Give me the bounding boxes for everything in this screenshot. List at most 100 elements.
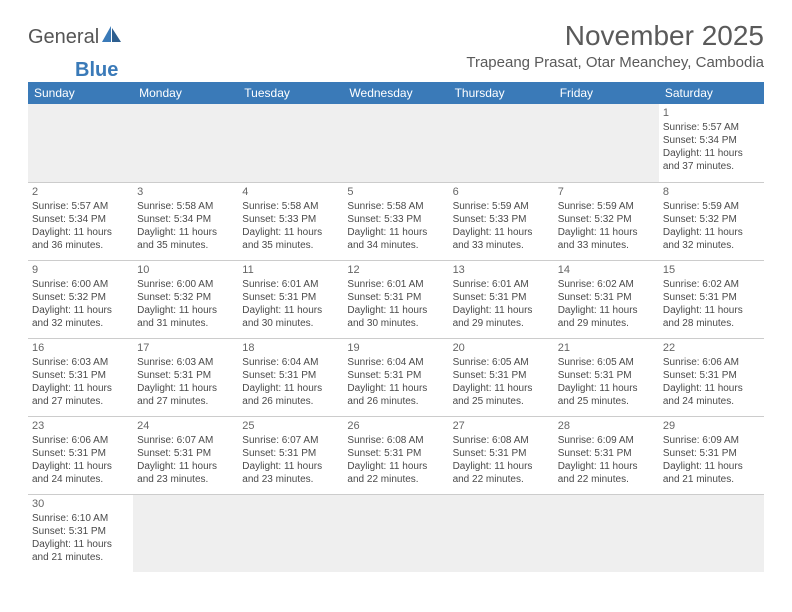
day-text: Sunrise: 6:03 AMSunset: 5:31 PMDaylight:…: [32, 356, 129, 408]
day-text: Sunrise: 6:07 AMSunset: 5:31 PMDaylight:…: [242, 434, 339, 486]
col-friday: Friday: [554, 82, 659, 104]
day-cell: 15Sunrise: 6:02 AMSunset: 5:31 PMDayligh…: [659, 260, 764, 338]
day-text: Sunrise: 6:08 AMSunset: 5:31 PMDaylight:…: [347, 434, 444, 486]
calendar-body: 1Sunrise: 5:57 AMSunset: 5:34 PMDaylight…: [28, 104, 764, 572]
week-row: 23Sunrise: 6:06 AMSunset: 5:31 PMDayligh…: [28, 416, 764, 494]
day-text: Sunrise: 5:59 AMSunset: 5:32 PMDaylight:…: [663, 200, 760, 252]
day-cell: 14Sunrise: 6:02 AMSunset: 5:31 PMDayligh…: [554, 260, 659, 338]
day-cell: 22Sunrise: 6:06 AMSunset: 5:31 PMDayligh…: [659, 338, 764, 416]
day-text: Sunrise: 6:07 AMSunset: 5:31 PMDaylight:…: [137, 434, 234, 486]
day-number: 7: [558, 185, 655, 199]
col-wednesday: Wednesday: [343, 82, 448, 104]
logo-text-blue: Blue: [75, 59, 792, 82]
empty-cell: [133, 494, 238, 572]
day-number: 22: [663, 341, 760, 355]
day-cell: 4Sunrise: 5:58 AMSunset: 5:33 PMDaylight…: [238, 182, 343, 260]
day-cell: 23Sunrise: 6:06 AMSunset: 5:31 PMDayligh…: [28, 416, 133, 494]
day-cell: 21Sunrise: 6:05 AMSunset: 5:31 PMDayligh…: [554, 338, 659, 416]
day-cell: 27Sunrise: 6:08 AMSunset: 5:31 PMDayligh…: [449, 416, 554, 494]
day-cell: 13Sunrise: 6:01 AMSunset: 5:31 PMDayligh…: [449, 260, 554, 338]
day-cell: 30Sunrise: 6:10 AMSunset: 5:31 PMDayligh…: [28, 494, 133, 572]
day-cell: 26Sunrise: 6:08 AMSunset: 5:31 PMDayligh…: [343, 416, 448, 494]
day-number: 13: [453, 263, 550, 277]
day-text: Sunrise: 6:01 AMSunset: 5:31 PMDaylight:…: [242, 278, 339, 330]
day-text: Sunrise: 6:00 AMSunset: 5:32 PMDaylight:…: [32, 278, 129, 330]
day-number: 29: [663, 419, 760, 433]
day-number: 1: [663, 106, 760, 120]
logo-text-general: General: [28, 26, 99, 49]
day-text: Sunrise: 6:09 AMSunset: 5:31 PMDaylight:…: [663, 434, 760, 486]
day-number: 5: [347, 185, 444, 199]
day-number: 28: [558, 419, 655, 433]
day-cell: 18Sunrise: 6:04 AMSunset: 5:31 PMDayligh…: [238, 338, 343, 416]
day-cell: 25Sunrise: 6:07 AMSunset: 5:31 PMDayligh…: [238, 416, 343, 494]
day-text: Sunrise: 6:08 AMSunset: 5:31 PMDaylight:…: [453, 434, 550, 486]
calendar-table: Sunday Monday Tuesday Wednesday Thursday…: [28, 82, 764, 572]
day-number: 20: [453, 341, 550, 355]
empty-cell: [343, 494, 448, 572]
empty-cell: [554, 104, 659, 182]
day-text: Sunrise: 5:57 AMSunset: 5:34 PMDaylight:…: [663, 121, 760, 173]
day-text: Sunrise: 5:59 AMSunset: 5:32 PMDaylight:…: [558, 200, 655, 252]
day-number: 8: [663, 185, 760, 199]
day-text: Sunrise: 6:10 AMSunset: 5:31 PMDaylight:…: [32, 512, 129, 564]
day-cell: 2Sunrise: 5:57 AMSunset: 5:34 PMDaylight…: [28, 182, 133, 260]
week-row: 2Sunrise: 5:57 AMSunset: 5:34 PMDaylight…: [28, 182, 764, 260]
day-number: 16: [32, 341, 129, 355]
day-number: 12: [347, 263, 444, 277]
day-text: Sunrise: 6:09 AMSunset: 5:31 PMDaylight:…: [558, 434, 655, 486]
empty-cell: [28, 104, 133, 182]
day-cell: 16Sunrise: 6:03 AMSunset: 5:31 PMDayligh…: [28, 338, 133, 416]
day-cell: 28Sunrise: 6:09 AMSunset: 5:31 PMDayligh…: [554, 416, 659, 494]
day-number: 14: [558, 263, 655, 277]
day-text: Sunrise: 6:01 AMSunset: 5:31 PMDaylight:…: [347, 278, 444, 330]
day-text: Sunrise: 6:05 AMSunset: 5:31 PMDaylight:…: [558, 356, 655, 408]
day-text: Sunrise: 6:01 AMSunset: 5:31 PMDaylight:…: [453, 278, 550, 330]
day-text: Sunrise: 6:04 AMSunset: 5:31 PMDaylight:…: [347, 356, 444, 408]
day-cell: 8Sunrise: 5:59 AMSunset: 5:32 PMDaylight…: [659, 182, 764, 260]
day-text: Sunrise: 6:06 AMSunset: 5:31 PMDaylight:…: [663, 356, 760, 408]
empty-cell: [449, 104, 554, 182]
day-number: 9: [32, 263, 129, 277]
day-cell: 7Sunrise: 5:59 AMSunset: 5:32 PMDaylight…: [554, 182, 659, 260]
day-cell: 20Sunrise: 6:05 AMSunset: 5:31 PMDayligh…: [449, 338, 554, 416]
day-number: 2: [32, 185, 129, 199]
empty-cell: [554, 494, 659, 572]
week-row: 9Sunrise: 6:00 AMSunset: 5:32 PMDaylight…: [28, 260, 764, 338]
day-number: 15: [663, 263, 760, 277]
day-cell: 11Sunrise: 6:01 AMSunset: 5:31 PMDayligh…: [238, 260, 343, 338]
col-saturday: Saturday: [659, 82, 764, 104]
day-text: Sunrise: 6:00 AMSunset: 5:32 PMDaylight:…: [137, 278, 234, 330]
empty-cell: [238, 104, 343, 182]
day-number: 26: [347, 419, 444, 433]
logo-sail-icon: [101, 25, 123, 45]
empty-cell: [343, 104, 448, 182]
day-cell: 6Sunrise: 5:59 AMSunset: 5:33 PMDaylight…: [449, 182, 554, 260]
month-title: November 2025: [466, 20, 764, 52]
day-number: 19: [347, 341, 444, 355]
week-row: 16Sunrise: 6:03 AMSunset: 5:31 PMDayligh…: [28, 338, 764, 416]
day-text: Sunrise: 6:02 AMSunset: 5:31 PMDaylight:…: [663, 278, 760, 330]
day-cell: 19Sunrise: 6:04 AMSunset: 5:31 PMDayligh…: [343, 338, 448, 416]
day-number: 21: [558, 341, 655, 355]
week-row: 30Sunrise: 6:10 AMSunset: 5:31 PMDayligh…: [28, 494, 764, 572]
empty-cell: [133, 104, 238, 182]
day-number: 6: [453, 185, 550, 199]
day-number: 30: [32, 497, 129, 511]
day-number: 24: [137, 419, 234, 433]
day-cell: 24Sunrise: 6:07 AMSunset: 5:31 PMDayligh…: [133, 416, 238, 494]
day-text: Sunrise: 5:58 AMSunset: 5:34 PMDaylight:…: [137, 200, 234, 252]
day-number: 4: [242, 185, 339, 199]
day-cell: 5Sunrise: 5:58 AMSunset: 5:33 PMDaylight…: [343, 182, 448, 260]
header-row: Sunday Monday Tuesday Wednesday Thursday…: [28, 82, 764, 104]
day-number: 11: [242, 263, 339, 277]
day-number: 23: [32, 419, 129, 433]
day-cell: 29Sunrise: 6:09 AMSunset: 5:31 PMDayligh…: [659, 416, 764, 494]
day-text: Sunrise: 5:59 AMSunset: 5:33 PMDaylight:…: [453, 200, 550, 252]
logo: General: [28, 20, 123, 49]
day-number: 17: [137, 341, 234, 355]
empty-cell: [659, 494, 764, 572]
day-number: 27: [453, 419, 550, 433]
day-text: Sunrise: 5:58 AMSunset: 5:33 PMDaylight:…: [347, 200, 444, 252]
day-text: Sunrise: 5:57 AMSunset: 5:34 PMDaylight:…: [32, 200, 129, 252]
